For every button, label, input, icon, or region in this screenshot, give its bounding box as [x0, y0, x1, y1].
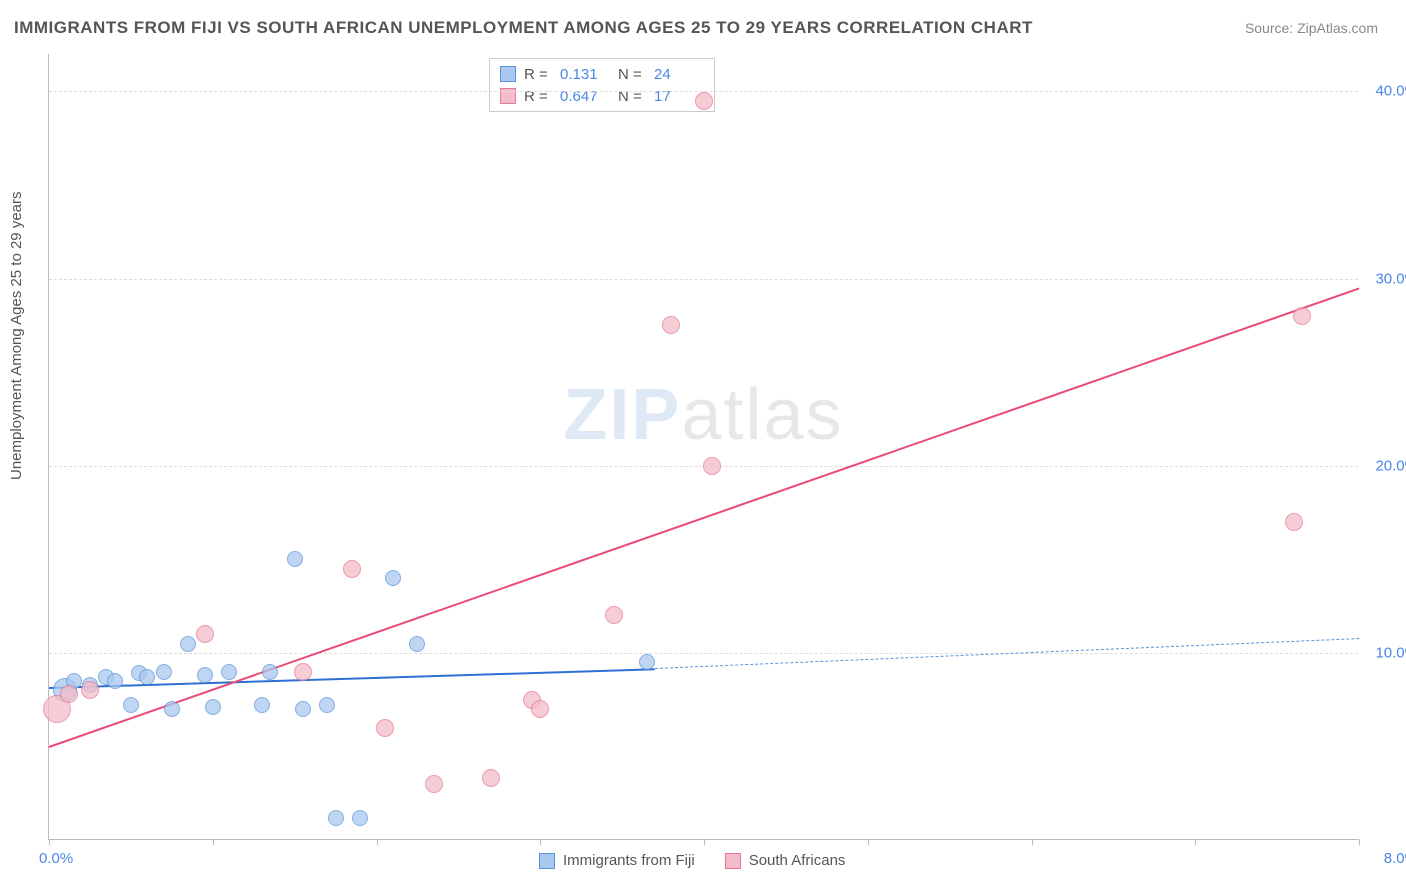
data-point	[409, 636, 425, 652]
data-point	[295, 701, 311, 717]
x-tick	[540, 839, 541, 845]
legend-item-fiji: Immigrants from Fiji	[539, 852, 695, 869]
series-legend: Immigrants from Fiji South Africans	[539, 852, 845, 869]
source-value: ZipAtlas.com	[1297, 20, 1378, 36]
y-axis-label: Unemployment Among Ages 25 to 29 years	[8, 191, 25, 480]
data-point	[262, 664, 278, 680]
legend-label-sa: South Africans	[749, 852, 846, 869]
data-point	[60, 685, 78, 703]
data-point	[107, 673, 123, 689]
legend-label-fiji: Immigrants from Fiji	[563, 852, 695, 869]
scatter-plot-area: ZIPatlas R = 0.131 N = 24 R = 0.647 N = …	[48, 54, 1358, 840]
x-axis-min-label: 0.0%	[39, 850, 73, 867]
y-tick-label: 30.0%	[1363, 270, 1406, 287]
data-point	[343, 560, 361, 578]
swatch-fiji	[500, 66, 516, 82]
x-tick	[213, 839, 214, 845]
r-value-sa: 0.647	[560, 88, 610, 105]
data-point	[164, 701, 180, 717]
data-point	[254, 697, 270, 713]
data-point	[196, 625, 214, 643]
data-point	[605, 606, 623, 624]
y-tick-label: 20.0%	[1363, 457, 1406, 474]
data-point	[385, 570, 401, 586]
x-tick	[1359, 839, 1360, 845]
gridline	[49, 653, 1358, 654]
data-point	[328, 810, 344, 826]
data-point	[139, 669, 155, 685]
x-tick	[868, 839, 869, 845]
data-point	[376, 719, 394, 737]
data-point	[123, 697, 139, 713]
x-tick	[377, 839, 378, 845]
data-point	[425, 775, 443, 793]
n-label: N =	[618, 88, 646, 105]
data-point	[639, 654, 655, 670]
swatch-sa-bottom	[725, 853, 741, 869]
legend-item-sa: South Africans	[725, 852, 846, 869]
source-label: Source:	[1245, 20, 1293, 36]
data-point	[180, 636, 196, 652]
correlation-legend: R = 0.131 N = 24 R = 0.647 N = 17	[489, 58, 715, 112]
n-value-fiji: 24	[654, 66, 704, 83]
r-label: R =	[524, 88, 552, 105]
data-point	[703, 457, 721, 475]
watermark-atlas: atlas	[681, 375, 843, 455]
gridline	[49, 279, 1358, 280]
data-point	[319, 697, 335, 713]
data-point	[695, 92, 713, 110]
data-point	[482, 769, 500, 787]
data-point	[1285, 513, 1303, 531]
r-label: R =	[524, 66, 552, 83]
legend-row-fiji: R = 0.131 N = 24	[500, 63, 704, 85]
data-point	[197, 667, 213, 683]
y-tick-label: 40.0%	[1363, 83, 1406, 100]
x-tick	[704, 839, 705, 845]
watermark-zip: ZIP	[563, 375, 681, 455]
legend-row-sa: R = 0.647 N = 17	[500, 85, 704, 107]
data-point	[156, 664, 172, 680]
swatch-sa	[500, 88, 516, 104]
data-point	[1293, 307, 1311, 325]
x-tick	[1032, 839, 1033, 845]
data-point	[81, 681, 99, 699]
data-point	[294, 663, 312, 681]
swatch-fiji-bottom	[539, 853, 555, 869]
x-axis-max-label: 8.0%	[1363, 850, 1406, 867]
x-tick	[49, 839, 50, 845]
r-value-fiji: 0.131	[560, 66, 610, 83]
source-attribution: Source: ZipAtlas.com	[1245, 20, 1378, 36]
data-point	[662, 316, 680, 334]
watermark: ZIPatlas	[563, 374, 843, 456]
data-point	[221, 664, 237, 680]
data-point	[205, 699, 221, 715]
data-point	[531, 700, 549, 718]
data-point	[352, 810, 368, 826]
n-label: N =	[618, 66, 646, 83]
x-tick	[1195, 839, 1196, 845]
y-tick-label: 10.0%	[1363, 644, 1406, 661]
trend-line	[49, 288, 1360, 748]
chart-title: IMMIGRANTS FROM FIJI VS SOUTH AFRICAN UN…	[14, 18, 1033, 38]
data-point	[287, 551, 303, 567]
